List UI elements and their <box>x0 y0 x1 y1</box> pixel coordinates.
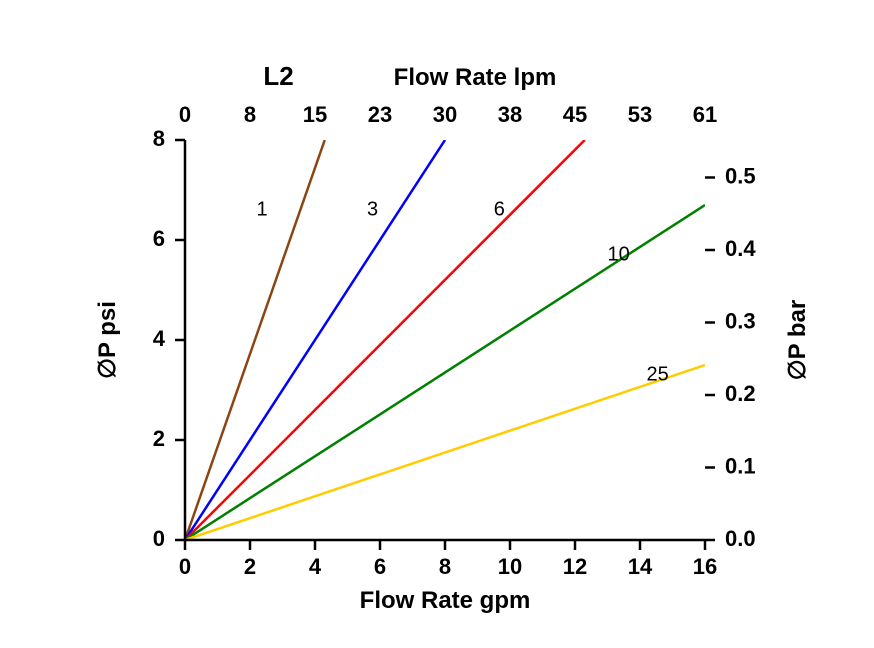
x-top-tick-label: 30 <box>433 102 457 127</box>
y-left-tick-label: 2 <box>153 426 165 451</box>
y-right-tick-label: 0.1 <box>725 453 756 478</box>
x-bottom-tick-label: 2 <box>244 554 256 579</box>
x-top-tick-label: 0 <box>179 102 191 127</box>
x-bottom-tick-label: 0 <box>179 554 191 579</box>
y-left-tick-label: 0 <box>153 526 165 551</box>
x-top-tick-label: 38 <box>498 102 522 127</box>
x-bottom-tick-label: 8 <box>439 554 451 579</box>
y-left-tick-label: 8 <box>153 126 165 151</box>
chart-title-l2: L2 <box>263 61 293 91</box>
y-right-tick-label: 0.5 <box>725 163 756 188</box>
x-top-tick-label: 8 <box>244 102 256 127</box>
y-right-tick-label: 0.2 <box>725 381 756 406</box>
series-label-6: 6 <box>494 198 505 220</box>
x-top-axis-label: Flow Rate lpm <box>394 64 557 91</box>
y-left-tick-label: 6 <box>153 226 165 251</box>
y-right-tick-label: 0.0 <box>725 526 756 551</box>
x-top-tick-label: 45 <box>563 102 587 127</box>
y-right-axis-label: ∅P bar <box>784 300 811 381</box>
pressure-flow-chart: 13610250246810121416Flow Rate gpm02468∅P… <box>0 0 874 648</box>
x-top-tick-label: 23 <box>368 102 392 127</box>
series-label-10: 10 <box>608 243 630 265</box>
y-left-axis-label: ∅P psi <box>94 301 121 379</box>
series-label-3: 3 <box>367 198 378 220</box>
chart-svg: 13610250246810121416Flow Rate gpm02468∅P… <box>0 0 874 648</box>
x-bottom-tick-label: 16 <box>693 554 717 579</box>
y-right-tick-label: 0.3 <box>725 308 756 333</box>
x-bottom-tick-label: 10 <box>498 554 522 579</box>
x-bottom-tick-label: 14 <box>628 554 653 579</box>
x-top-tick-label: 61 <box>693 102 717 127</box>
x-top-tick-label: 15 <box>303 102 327 127</box>
y-right-tick-label: 0.4 <box>725 236 756 261</box>
x-bottom-tick-label: 6 <box>374 554 386 579</box>
series-label-25: 25 <box>647 363 669 385</box>
series-label-1: 1 <box>257 198 268 220</box>
x-top-tick-label: 53 <box>628 102 652 127</box>
x-bottom-tick-label: 12 <box>563 554 587 579</box>
x-bottom-axis-label: Flow Rate gpm <box>360 587 531 614</box>
y-left-tick-label: 4 <box>153 326 166 351</box>
x-bottom-tick-label: 4 <box>309 554 322 579</box>
